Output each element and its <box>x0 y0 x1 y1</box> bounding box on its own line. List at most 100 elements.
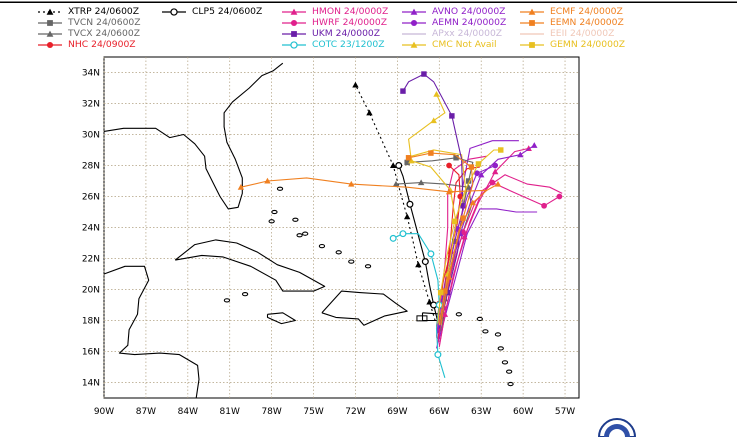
legend-swatch-apxx <box>402 33 426 35</box>
track-xtrp-point <box>366 109 373 116</box>
track-xtrp-point <box>352 81 359 88</box>
legend-swatch-hmon <box>282 8 306 15</box>
island-16 <box>223 298 231 303</box>
legend-label-cotc: COTC 23/1200Z <box>312 39 385 50</box>
track-ecmf-point <box>494 180 502 187</box>
pr-box <box>416 315 428 322</box>
track-cmc-point <box>433 91 440 97</box>
coastline-0 <box>103 62 284 210</box>
legend-swatch-gemn <box>520 42 544 48</box>
lon-label: 84W <box>178 407 198 417</box>
island-7 <box>364 264 372 269</box>
island-8 <box>494 332 502 337</box>
legend-swatch-hwrf <box>282 19 306 27</box>
model-legend: XTRP 24/0600Z CLP5 24/0600Z TVCN 24/0600Z T… <box>0 0 737 50</box>
map-svg: 90W 87W 84W 81W 78W 75W 72W 69W 66W 63W 60W 57W 34N 3… <box>0 1 737 418</box>
track-cmc-point <box>408 157 415 164</box>
track-cotc-point <box>389 234 397 242</box>
track-hwrf-point <box>556 193 563 200</box>
legend-swatch-clp5 <box>162 8 186 16</box>
legend-swatch-tvcx <box>38 30 62 37</box>
lon-label: 66W <box>429 407 449 417</box>
track-gemn-point <box>437 289 444 296</box>
island-14 <box>476 316 483 322</box>
lat-label: 24N <box>82 224 100 234</box>
legend-swatch-aemn <box>402 19 426 27</box>
track-gemn-line <box>437 149 501 324</box>
track-clp5-point <box>430 301 438 309</box>
track-hwrf-point <box>489 179 496 186</box>
legend-label-tvcx: TVCX 24/0600Z <box>68 28 140 39</box>
legend-swatch-ecmf <box>520 8 544 15</box>
lat-label: 20N <box>82 286 100 296</box>
lat-label: 26N <box>82 193 100 203</box>
lat-label: 28N <box>82 162 100 172</box>
island-2 <box>292 217 299 222</box>
lat-label: 14N <box>82 379 100 389</box>
legend-label-ukm: UKM 24/0000Z <box>312 28 381 39</box>
lon-label: 57W <box>555 407 575 417</box>
track-ukm-point <box>449 113 455 119</box>
coastlines <box>103 62 514 399</box>
island-0 <box>271 209 278 215</box>
legend-swatch-xtrp <box>38 8 62 15</box>
island-5 <box>335 250 342 255</box>
lat-label: 22N <box>82 255 100 265</box>
track-ecmf-point <box>348 180 355 187</box>
legend-swatch-cmc <box>402 41 426 48</box>
lat-label: 16N <box>82 348 100 358</box>
legend-swatch-ukm <box>282 31 306 37</box>
track-avno-point <box>478 171 485 178</box>
legend-label-xtrp: XTRP 24/0600Z <box>68 6 140 17</box>
lat-label: 30N <box>82 131 100 141</box>
island-10 <box>501 360 509 365</box>
legend-label-cmc: CMC Not Avail <box>432 39 497 50</box>
track-gemn-point <box>498 147 504 153</box>
island-1 <box>276 186 284 191</box>
axis-labels: 90W 87W 84W 81W 78W 75W 72W 69W 66W 63W 60W 57W 34N 3… <box>82 69 575 418</box>
lon-label: 81W <box>220 407 240 417</box>
legend-swatch-nhc <box>38 41 62 49</box>
track-tvcx-point <box>392 180 400 187</box>
lat-label: 34N <box>82 69 100 79</box>
island-11 <box>505 369 513 374</box>
coastline-2 <box>174 239 326 292</box>
track-xtrp-point <box>415 261 422 268</box>
track-clp5-point <box>395 162 403 169</box>
track-clp5-point <box>421 258 429 266</box>
track-aemn-point <box>492 162 499 169</box>
lon-label: 60W <box>513 407 533 417</box>
coastline-3 <box>266 312 296 325</box>
island-3 <box>302 231 309 236</box>
legend-swatch-eemn <box>520 20 544 26</box>
island-4 <box>318 243 326 249</box>
island-9 <box>497 346 504 351</box>
lon-label: 87W <box>136 407 156 417</box>
track-avno-point <box>531 142 538 148</box>
track-tvcn-point <box>465 178 472 184</box>
lat-label: 18N <box>82 317 100 327</box>
track-hmon-point <box>461 233 468 240</box>
track-aemn-point <box>474 170 480 177</box>
lon-label: 72W <box>345 407 365 417</box>
track-nhc-point <box>457 193 464 200</box>
track-avno-line <box>435 144 535 338</box>
legend-label-gemn: GEMN 24/0000Z <box>550 39 626 50</box>
legend-label-eeii: EEII 24/0000Z <box>550 28 615 39</box>
legend-label-nhc: NHC 24/0900Z <box>68 39 136 50</box>
track-gemn-point <box>451 218 458 225</box>
legend-swatch-tvcn <box>38 20 62 26</box>
legend-label-apxx: APxx 24/0000Z <box>432 28 503 39</box>
track-ecmf-point <box>469 199 477 206</box>
track-tvcn-point <box>404 159 410 166</box>
coastline-1 <box>103 265 200 399</box>
legend-label-clp5: CLP5 24/0600Z <box>192 6 263 17</box>
track-avno-point <box>517 151 524 158</box>
track-ecmf-line <box>240 177 499 326</box>
extra-track-1-line <box>435 155 487 337</box>
track-ukm-point <box>444 289 451 296</box>
track-ecmf-point <box>445 188 453 195</box>
track-eemn-line <box>408 152 474 324</box>
track-nhc-point <box>446 162 452 169</box>
track-cmc-line <box>408 93 457 326</box>
